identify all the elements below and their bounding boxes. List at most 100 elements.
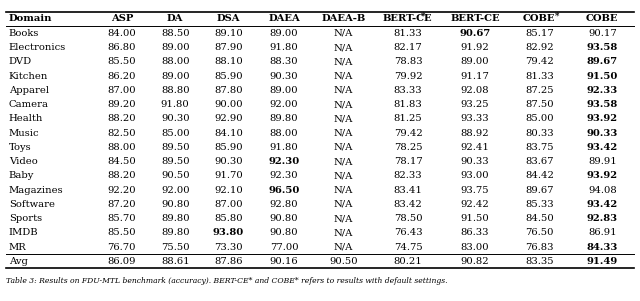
Text: Software: Software xyxy=(9,200,55,209)
Text: 88.00: 88.00 xyxy=(270,129,298,138)
Text: 93.42: 93.42 xyxy=(587,143,618,152)
Text: N/A: N/A xyxy=(333,57,353,66)
Text: 81.25: 81.25 xyxy=(394,114,422,123)
Text: 93.58: 93.58 xyxy=(587,100,618,109)
Text: N/A: N/A xyxy=(333,171,353,180)
Text: 91.92: 91.92 xyxy=(461,43,490,52)
Text: 93.00: 93.00 xyxy=(461,171,490,180)
Text: DAEA: DAEA xyxy=(268,14,300,23)
Text: 89.20: 89.20 xyxy=(108,100,136,109)
Text: 88.92: 88.92 xyxy=(461,129,490,138)
Text: 86.80: 86.80 xyxy=(108,43,136,52)
Text: 93.92: 93.92 xyxy=(587,114,618,123)
Text: N/A: N/A xyxy=(333,214,353,223)
Text: 89.00: 89.00 xyxy=(461,57,490,66)
Text: 92.41: 92.41 xyxy=(461,143,490,152)
Text: Toys: Toys xyxy=(9,143,31,152)
Text: DVD: DVD xyxy=(9,57,32,66)
Text: 82.92: 82.92 xyxy=(525,43,554,52)
Text: 94.08: 94.08 xyxy=(588,186,617,194)
Text: 93.25: 93.25 xyxy=(461,100,490,109)
Text: 85.00: 85.00 xyxy=(161,129,189,138)
Text: 90.82: 90.82 xyxy=(461,257,490,266)
Text: 89.80: 89.80 xyxy=(161,228,189,237)
Text: DA: DA xyxy=(167,14,184,23)
Text: 93.80: 93.80 xyxy=(213,228,244,237)
Text: 89.50: 89.50 xyxy=(161,143,189,152)
Text: 77.00: 77.00 xyxy=(270,243,298,252)
Text: 92.20: 92.20 xyxy=(108,186,136,194)
Text: 79.42: 79.42 xyxy=(525,57,554,66)
Text: 90.30: 90.30 xyxy=(214,157,243,166)
Text: Music: Music xyxy=(9,129,40,138)
Text: N/A: N/A xyxy=(333,129,353,138)
Text: Domain: Domain xyxy=(9,14,52,23)
Text: 91.70: 91.70 xyxy=(214,171,243,180)
Text: 76.50: 76.50 xyxy=(525,228,554,237)
Text: 78.25: 78.25 xyxy=(394,143,422,152)
Text: Table 3: Results on FDU-MTL benchmark (accuracy). BERT-CE* and COBE* refers to r: Table 3: Results on FDU-MTL benchmark (a… xyxy=(6,277,448,285)
Text: 82.50: 82.50 xyxy=(108,129,136,138)
Text: 85.00: 85.00 xyxy=(525,114,554,123)
Text: 93.33: 93.33 xyxy=(461,114,490,123)
Text: 85.80: 85.80 xyxy=(214,214,243,223)
Text: 89.00: 89.00 xyxy=(270,29,298,38)
Text: 92.80: 92.80 xyxy=(270,200,298,209)
Text: 90.00: 90.00 xyxy=(214,100,243,109)
Text: 90.80: 90.80 xyxy=(270,228,298,237)
Text: 85.50: 85.50 xyxy=(108,228,136,237)
Text: 88.61: 88.61 xyxy=(161,257,189,266)
Text: 90.50: 90.50 xyxy=(161,171,189,180)
Text: 82.17: 82.17 xyxy=(394,43,422,52)
Text: 91.50: 91.50 xyxy=(461,214,490,223)
Text: 90.33: 90.33 xyxy=(587,129,618,138)
Text: 92.90: 92.90 xyxy=(214,114,243,123)
Text: 83.33: 83.33 xyxy=(394,86,422,95)
Text: COBE: COBE xyxy=(586,14,619,23)
Text: DAEA-B: DAEA-B xyxy=(321,14,365,23)
Text: N/A: N/A xyxy=(333,86,353,95)
Text: 78.17: 78.17 xyxy=(394,157,422,166)
Text: Avg: Avg xyxy=(9,257,28,266)
Text: 91.80: 91.80 xyxy=(270,43,298,52)
Text: 82.33: 82.33 xyxy=(394,171,422,180)
Text: 93.42: 93.42 xyxy=(587,200,618,209)
Text: Magazines: Magazines xyxy=(9,186,63,194)
Text: 92.30: 92.30 xyxy=(270,171,298,180)
Text: 84.50: 84.50 xyxy=(108,157,136,166)
Text: 81.83: 81.83 xyxy=(394,100,422,109)
Text: 93.92: 93.92 xyxy=(587,171,618,180)
Text: 92.08: 92.08 xyxy=(461,86,490,95)
Text: 90.67: 90.67 xyxy=(460,29,491,38)
Text: 87.50: 87.50 xyxy=(525,100,554,109)
Text: 85.50: 85.50 xyxy=(108,57,136,66)
Text: 88.20: 88.20 xyxy=(108,114,136,123)
Text: 86.33: 86.33 xyxy=(461,228,490,237)
Text: 90.30: 90.30 xyxy=(161,114,189,123)
Text: N/A: N/A xyxy=(333,243,353,252)
Text: N/A: N/A xyxy=(333,157,353,166)
Text: 89.00: 89.00 xyxy=(161,72,189,81)
Text: 83.41: 83.41 xyxy=(394,186,422,194)
Text: Kitchen: Kitchen xyxy=(9,72,48,81)
Text: 89.10: 89.10 xyxy=(214,29,243,38)
Text: 87.90: 87.90 xyxy=(214,43,243,52)
Text: 76.70: 76.70 xyxy=(108,243,136,252)
Text: 88.30: 88.30 xyxy=(270,57,298,66)
Text: 89.80: 89.80 xyxy=(270,114,298,123)
Text: 88.50: 88.50 xyxy=(161,29,189,38)
Text: 85.17: 85.17 xyxy=(525,29,554,38)
Text: N/A: N/A xyxy=(333,29,353,38)
Text: 83.42: 83.42 xyxy=(394,200,422,209)
Text: 89.00: 89.00 xyxy=(161,43,189,52)
Text: 93.75: 93.75 xyxy=(461,186,490,194)
Text: 93.58: 93.58 xyxy=(587,43,618,52)
Text: *: * xyxy=(554,11,559,20)
Text: 78.83: 78.83 xyxy=(394,57,422,66)
Text: 91.80: 91.80 xyxy=(270,143,298,152)
Text: N/A: N/A xyxy=(333,143,353,152)
Text: N/A: N/A xyxy=(333,43,353,52)
Text: 91.80: 91.80 xyxy=(161,100,189,109)
Text: 84.00: 84.00 xyxy=(108,29,136,38)
Text: 86.20: 86.20 xyxy=(108,72,136,81)
